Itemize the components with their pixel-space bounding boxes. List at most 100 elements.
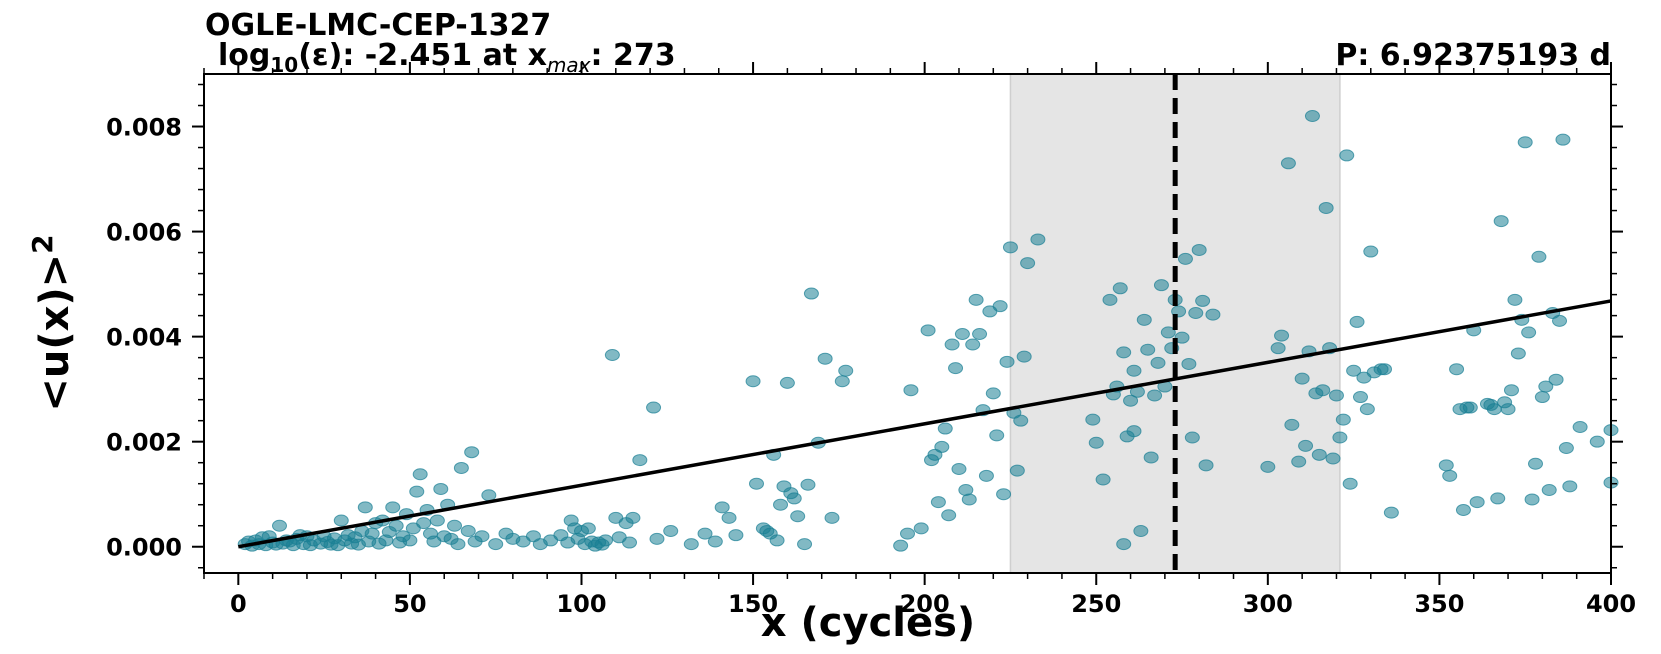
x-tick-label: 100 bbox=[556, 590, 606, 618]
data-point bbox=[1349, 315, 1365, 328]
x-tick-label: 350 bbox=[1414, 590, 1464, 618]
data-point bbox=[481, 489, 497, 502]
chart-subtitle: log10(ε): -2.451 at xmax: 273 bbox=[218, 38, 676, 77]
data-point bbox=[1260, 460, 1276, 473]
x-tick-label: 250 bbox=[1071, 590, 1121, 618]
data-point bbox=[965, 338, 981, 351]
data-point bbox=[941, 509, 957, 522]
data-point bbox=[1280, 157, 1296, 170]
data-point bbox=[803, 287, 819, 300]
data-point bbox=[1184, 431, 1200, 444]
data-point bbox=[1298, 439, 1314, 452]
data-point bbox=[769, 534, 785, 547]
data-point bbox=[1318, 201, 1334, 214]
data-point bbox=[951, 462, 967, 475]
data-point bbox=[1555, 133, 1571, 146]
data-point bbox=[598, 534, 614, 547]
data-point bbox=[333, 514, 349, 527]
data-point bbox=[1085, 413, 1101, 426]
data-point bbox=[1195, 294, 1211, 307]
data-point bbox=[1352, 391, 1368, 404]
data-point bbox=[1147, 389, 1163, 402]
data-point bbox=[271, 519, 287, 532]
data-point bbox=[1359, 403, 1375, 416]
data-point bbox=[1140, 343, 1156, 356]
data-point bbox=[903, 384, 919, 397]
data-point bbox=[1191, 243, 1207, 256]
data-point bbox=[622, 536, 638, 549]
data-point bbox=[714, 501, 730, 514]
data-point bbox=[450, 538, 466, 551]
data-point bbox=[649, 532, 665, 545]
data-point bbox=[646, 401, 662, 414]
data-point bbox=[1088, 436, 1104, 449]
y-tick-label: 0.002 bbox=[106, 429, 182, 457]
data-point bbox=[1462, 401, 1478, 414]
data-point bbox=[745, 375, 761, 388]
data-point bbox=[1020, 257, 1036, 270]
data-point bbox=[1095, 473, 1111, 486]
fit-line-layer bbox=[238, 74, 1612, 573]
x-tick-label: 150 bbox=[728, 590, 778, 618]
fit-line bbox=[238, 299, 1612, 549]
data-point bbox=[1315, 384, 1331, 397]
data-point bbox=[1490, 492, 1506, 505]
data-point bbox=[1510, 347, 1526, 360]
data-point bbox=[1002, 241, 1018, 254]
data-point bbox=[1174, 331, 1190, 344]
data-point bbox=[447, 519, 463, 532]
data-point bbox=[1311, 448, 1327, 461]
data-point bbox=[773, 498, 789, 511]
plot-frame bbox=[203, 73, 1612, 574]
data-points-layer bbox=[237, 110, 1619, 552]
x-axis-label: x (cycles) bbox=[761, 600, 975, 646]
data-point bbox=[999, 355, 1015, 368]
data-point bbox=[474, 530, 490, 543]
data-point bbox=[429, 514, 445, 527]
data-point bbox=[1572, 420, 1588, 433]
data-point bbox=[749, 477, 765, 490]
data-point bbox=[1562, 480, 1578, 493]
data-point bbox=[1112, 282, 1128, 295]
data-point bbox=[1377, 363, 1393, 376]
data-point bbox=[972, 328, 988, 341]
data-point bbox=[1304, 110, 1320, 123]
data-point bbox=[838, 364, 854, 377]
data-point bbox=[1181, 357, 1197, 370]
data-point bbox=[948, 362, 964, 375]
data-point bbox=[968, 293, 984, 306]
x-tick-label: 0 bbox=[230, 590, 247, 618]
data-point bbox=[604, 349, 620, 362]
data-point bbox=[683, 538, 699, 551]
data-point bbox=[1332, 431, 1348, 444]
data-point bbox=[1589, 435, 1605, 448]
data-point bbox=[1177, 252, 1193, 265]
y-tick-label: 0.008 bbox=[106, 114, 182, 142]
data-point bbox=[893, 539, 909, 552]
data-point bbox=[985, 387, 1001, 400]
y-axis-label: <u(x)>2 bbox=[26, 234, 78, 411]
data-point bbox=[409, 485, 425, 498]
data-point bbox=[1534, 391, 1550, 404]
data-point bbox=[1270, 342, 1286, 355]
data-point bbox=[1442, 469, 1458, 482]
data-point bbox=[1116, 346, 1132, 359]
data-point bbox=[1503, 384, 1519, 397]
data-point bbox=[1548, 373, 1564, 386]
data-point bbox=[817, 352, 833, 365]
x-tick-label: 400 bbox=[1586, 590, 1636, 618]
data-point bbox=[1160, 326, 1176, 339]
data-point bbox=[1325, 452, 1341, 465]
data-point bbox=[388, 519, 404, 532]
xmax-value: : 273 bbox=[590, 38, 676, 73]
data-point bbox=[824, 511, 840, 524]
x-tick-label: 50 bbox=[393, 590, 426, 618]
data-point bbox=[433, 482, 449, 495]
data-point bbox=[930, 496, 946, 509]
axes-layer: 0 50 100 150 200 250 300 350 400 0.000 0.002 0.004 0… bbox=[106, 62, 1636, 618]
data-point bbox=[1517, 136, 1533, 149]
data-point bbox=[1541, 484, 1557, 497]
data-point bbox=[961, 493, 977, 506]
data-point bbox=[989, 429, 1005, 442]
data-point bbox=[1198, 459, 1214, 472]
